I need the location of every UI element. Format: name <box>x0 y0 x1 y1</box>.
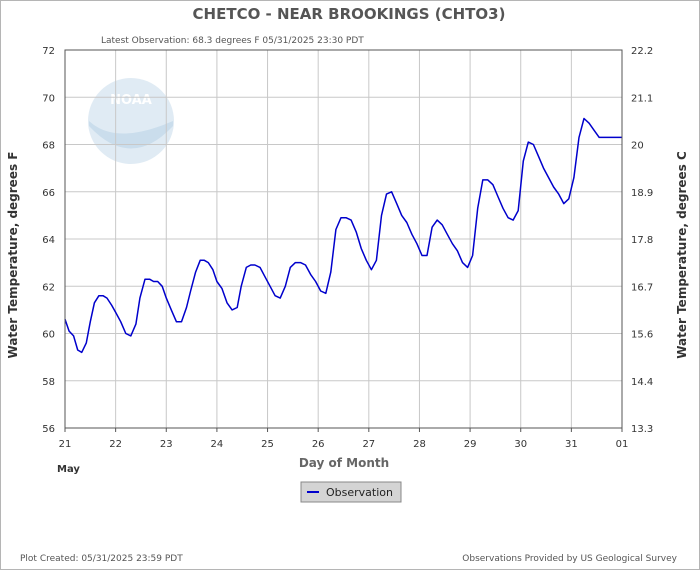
legend: Observation <box>300 481 402 503</box>
x-tick-label: 25 <box>261 439 274 450</box>
y-tick-label-right: 21.1 <box>631 93 653 104</box>
legend-box <box>300 481 402 503</box>
x-tick-label: 26 <box>312 439 325 450</box>
legend-label-observation: Observation <box>326 486 393 499</box>
y-tick-label-left: 60 <box>42 330 55 341</box>
plot-border <box>64 49 623 429</box>
x-tick-label: 29 <box>464 439 477 450</box>
x-axis-ticks: 21 22 23 24 25 26 27 28 29 30 31 01 <box>59 428 629 450</box>
plot-created-text: Plot Created: 05/31/2025 23:59 PDT <box>20 554 183 564</box>
series-group <box>64 117 622 354</box>
y-tick-label-left: 64 <box>42 235 55 246</box>
x-axis-label: Day of Month <box>299 456 389 470</box>
data-source-text: Observations Provided by US Geological S… <box>462 554 677 564</box>
y-axis-right-label: Water Temperature, degrees C <box>675 151 689 359</box>
noaa-logo: NOAA <box>88 78 174 164</box>
y-tick-label-left: 56 <box>42 424 55 435</box>
series-line-observation <box>64 117 622 354</box>
x-tick-label: 23 <box>160 439 173 450</box>
y-axis-left-ticks: 56 58 60 62 64 66 68 70 72 <box>42 46 55 435</box>
noaa-logo-text: NOAA <box>110 93 152 108</box>
chart-subtitle: Latest Observation: 68.3 degrees F 05/31… <box>101 36 364 46</box>
y-tick-label-right: 14.4 <box>631 377 653 388</box>
chart-title: CHETCO - NEAR BROOKINGS (CHTO3) <box>193 5 506 23</box>
y-tick-label-left: 70 <box>42 93 55 104</box>
x-tick-label: 28 <box>413 439 426 450</box>
y-tick-label-left: 68 <box>42 141 55 152</box>
y-tick-label-left: 58 <box>42 377 55 388</box>
y-tick-label-right: 16.7 <box>631 282 653 293</box>
y-tick-label-right: 15.6 <box>631 330 653 341</box>
y-tick-label-left: 66 <box>42 188 55 199</box>
x-tick-label: 21 <box>59 439 72 450</box>
y-tick-label-left: 62 <box>42 282 55 293</box>
y-tick-label-left: 72 <box>42 46 55 57</box>
x-tick-label: 27 <box>362 439 375 450</box>
y-tick-label-right: 17.8 <box>631 235 653 246</box>
y-axis-left-label: Water Temperature, degrees F <box>6 152 20 359</box>
x-tick-label: 31 <box>565 439 578 450</box>
x-tick-label: 30 <box>514 439 527 450</box>
x-axis-month-label: May <box>57 464 80 475</box>
x-tick-label: 22 <box>109 439 122 450</box>
x-tick-label: 24 <box>211 439 224 450</box>
x-tick-label: 01 <box>616 439 629 450</box>
y-tick-label-right: 18.9 <box>631 188 653 199</box>
y-axis-right-ticks: 13.3 14.4 15.6 16.7 17.8 18.9 20 21.1 22.2 <box>631 46 653 435</box>
y-tick-label-right: 20 <box>631 141 644 152</box>
grid-lines <box>65 50 622 428</box>
y-tick-label-right: 22.2 <box>631 46 653 57</box>
y-tick-label-right: 13.3 <box>631 424 653 435</box>
